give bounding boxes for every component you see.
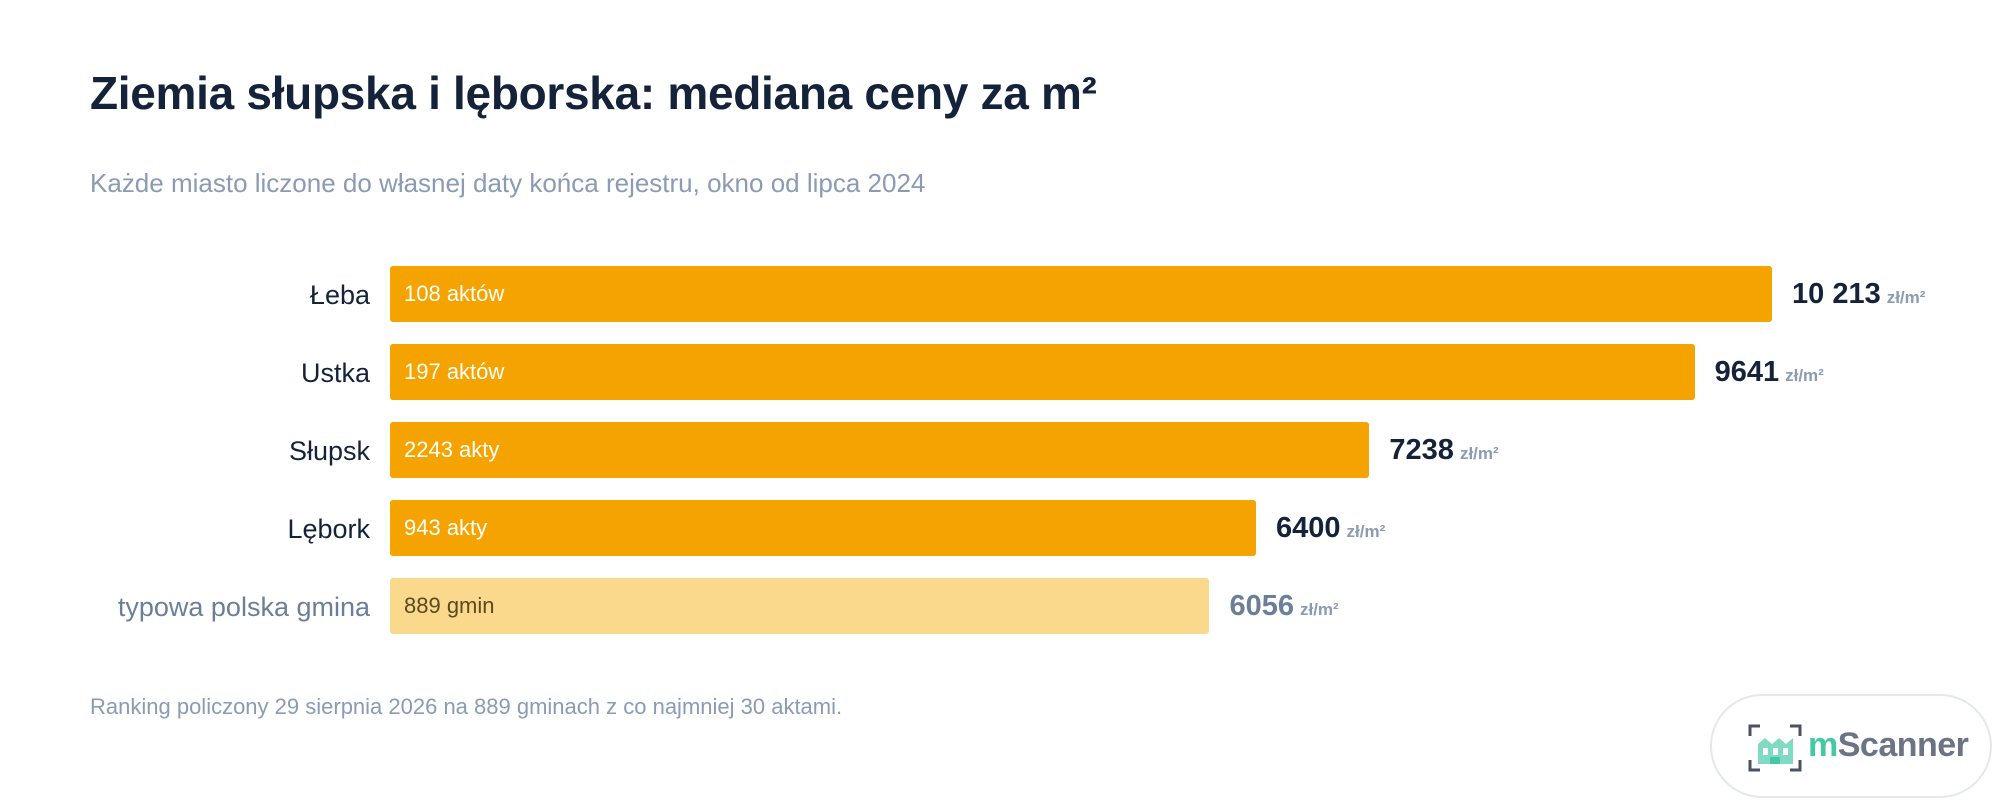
category-label: Lębork xyxy=(287,514,370,544)
value-number: 10 213 xyxy=(1792,278,1881,310)
bar: 943 akty xyxy=(390,500,1257,556)
logo-wordmark-m: m xyxy=(1808,726,1838,764)
value-number: 6400 xyxy=(1276,512,1341,544)
category-label: Słupsk xyxy=(288,436,370,466)
bar-count-label: 197 aktów xyxy=(404,359,505,384)
value-unit: zł/m² xyxy=(1886,288,1926,307)
bar-count-label: 889 gmin xyxy=(404,593,495,618)
bar: 108 aktów xyxy=(390,266,1772,322)
bar-count-label: 108 aktów xyxy=(404,281,505,306)
value-number: 7238 xyxy=(1389,434,1454,466)
bar: 889 gmin xyxy=(390,578,1210,634)
logo-wordmark: mScanner xyxy=(1808,726,1969,765)
value-unit: zł/m² xyxy=(1346,522,1386,541)
bar-count-label: 2243 akty xyxy=(404,437,500,462)
value-label: 7238 zł/m² xyxy=(1389,422,1498,478)
building-scan-icon xyxy=(1748,724,1802,772)
value-number: 6056 xyxy=(1229,590,1294,622)
bar: 197 aktów xyxy=(390,344,1695,400)
footnote: Ranking policzony 29 sierpnia 2026 na 88… xyxy=(90,694,843,719)
value-label: 10 213 zł/m² xyxy=(1792,266,1925,322)
value-unit: zł/m² xyxy=(1459,444,1499,463)
bar: 2243 akty xyxy=(390,422,1370,478)
bar-count-label: 943 akty xyxy=(404,515,488,540)
page-title: Ziemia słupska i lęborska: mediana ceny … xyxy=(90,67,1097,119)
value-unit: zł/m² xyxy=(1299,600,1339,619)
logo-wordmark-rest: Scanner xyxy=(1837,726,1969,764)
page-subtitle: Każde miasto liczone do własnej daty koń… xyxy=(90,168,926,198)
value-label: 9641 zł/m² xyxy=(1715,344,1824,400)
value-unit: zł/m² xyxy=(1785,366,1824,385)
value-label: 6400 zł/m² xyxy=(1276,500,1385,556)
category-label: typowa polska gmina xyxy=(117,592,370,622)
value-label: 6056 zł/m² xyxy=(1229,578,1338,634)
mscanner-logo: mScanner xyxy=(1710,694,1992,798)
category-label: Łeba xyxy=(309,280,370,310)
value-number: 9641 xyxy=(1714,356,1780,388)
category-label: Ustka xyxy=(300,358,370,388)
